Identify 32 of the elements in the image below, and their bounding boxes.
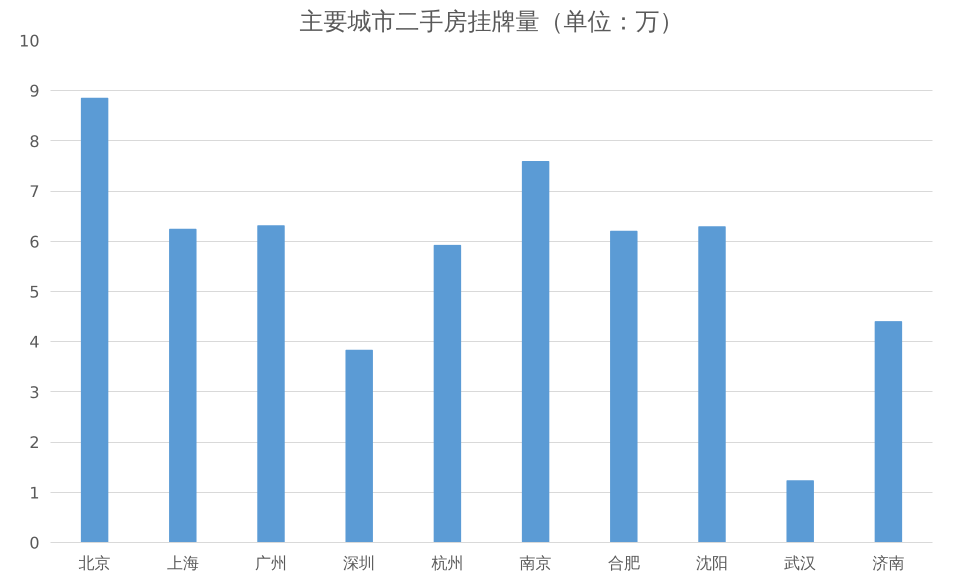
y-tick-label: 9 bbox=[29, 82, 40, 101]
x-tick-label: 深圳 bbox=[343, 554, 376, 572]
bar bbox=[610, 230, 638, 542]
bar bbox=[874, 321, 902, 542]
x-tick-label: 杭州 bbox=[430, 554, 464, 572]
y-tick-label: 6 bbox=[29, 232, 40, 252]
y-tick-label: 0 bbox=[29, 534, 40, 552]
bar bbox=[257, 225, 285, 542]
x-tick-label: 济南 bbox=[872, 554, 904, 572]
x-tick-label: 上海 bbox=[166, 554, 199, 572]
bar bbox=[345, 350, 373, 542]
x-tick-label: 合肥 bbox=[608, 554, 640, 572]
y-tick-label: 1 bbox=[29, 483, 40, 502]
x-tick-label: 南京 bbox=[520, 554, 552, 572]
x-tick-label: 北京 bbox=[78, 554, 111, 572]
y-tick-label: 10 bbox=[19, 32, 40, 50]
bar bbox=[434, 244, 462, 542]
bar bbox=[169, 228, 197, 542]
bar bbox=[80, 98, 108, 542]
x-tick-label: 广州 bbox=[255, 554, 287, 572]
chart-title: 主要城市二手房挂牌量（单位：万） bbox=[300, 8, 684, 36]
bar bbox=[786, 480, 814, 542]
y-tick-label: 4 bbox=[29, 332, 40, 352]
y-tick-label: 3 bbox=[29, 382, 40, 402]
x-tick-label: 武汉 bbox=[784, 554, 816, 572]
y-tick-label: 5 bbox=[29, 282, 40, 302]
bar bbox=[698, 226, 726, 542]
y-tick-label: 2 bbox=[29, 433, 40, 452]
bar bbox=[522, 160, 550, 542]
y-tick-label: 8 bbox=[29, 132, 40, 151]
x-tick-label: 沈阳 bbox=[696, 554, 728, 572]
y-tick-label: 7 bbox=[29, 182, 40, 202]
